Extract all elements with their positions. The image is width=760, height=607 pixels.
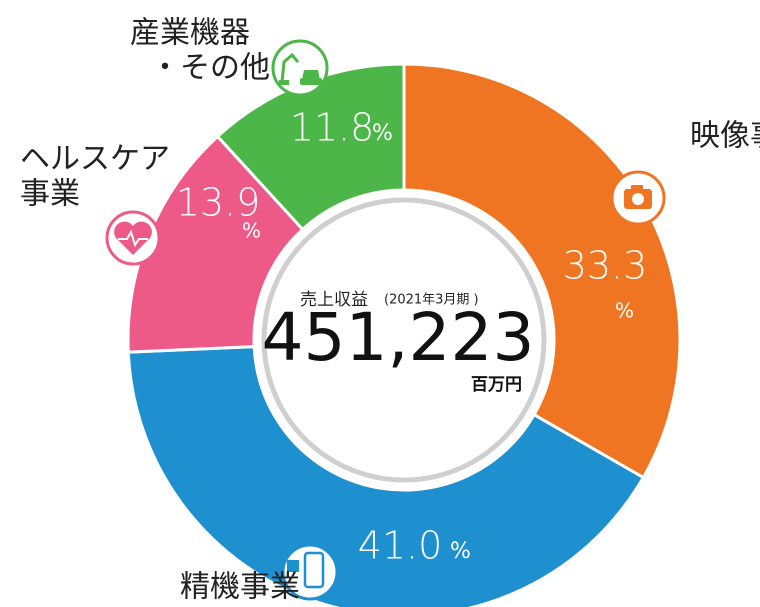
value-unit: %	[372, 121, 393, 146]
center-period: (2021年3月期 )	[384, 293, 479, 308]
center-unit: 百万円	[471, 375, 522, 395]
value-label: 33.3	[563, 244, 648, 288]
category-label: 映像事業	[690, 119, 760, 154]
value-unit: %	[615, 299, 634, 323]
value-label: 11.8	[290, 106, 375, 150]
heart-icon	[105, 210, 161, 266]
center-total: 451,223	[262, 299, 535, 376]
category-label: ・その他	[150, 51, 270, 86]
industry-icon	[271, 39, 329, 97]
value-unit: %	[242, 219, 261, 243]
category-label: 事業	[20, 177, 80, 212]
center-label: 売上収益	[300, 290, 368, 310]
value-label: 41.0	[358, 524, 443, 568]
category-label: 産業機器	[130, 16, 250, 51]
slice	[126, 345, 646, 607]
value-label: 13.9	[176, 181, 261, 225]
category-label: 精機事業	[180, 570, 300, 605]
camera-icon	[610, 170, 666, 226]
value-unit: %	[450, 539, 471, 564]
slices	[126, 62, 682, 607]
phone-icon	[281, 543, 339, 601]
center-ring	[261, 197, 547, 483]
category-label: ヘルスケア	[20, 142, 170, 177]
